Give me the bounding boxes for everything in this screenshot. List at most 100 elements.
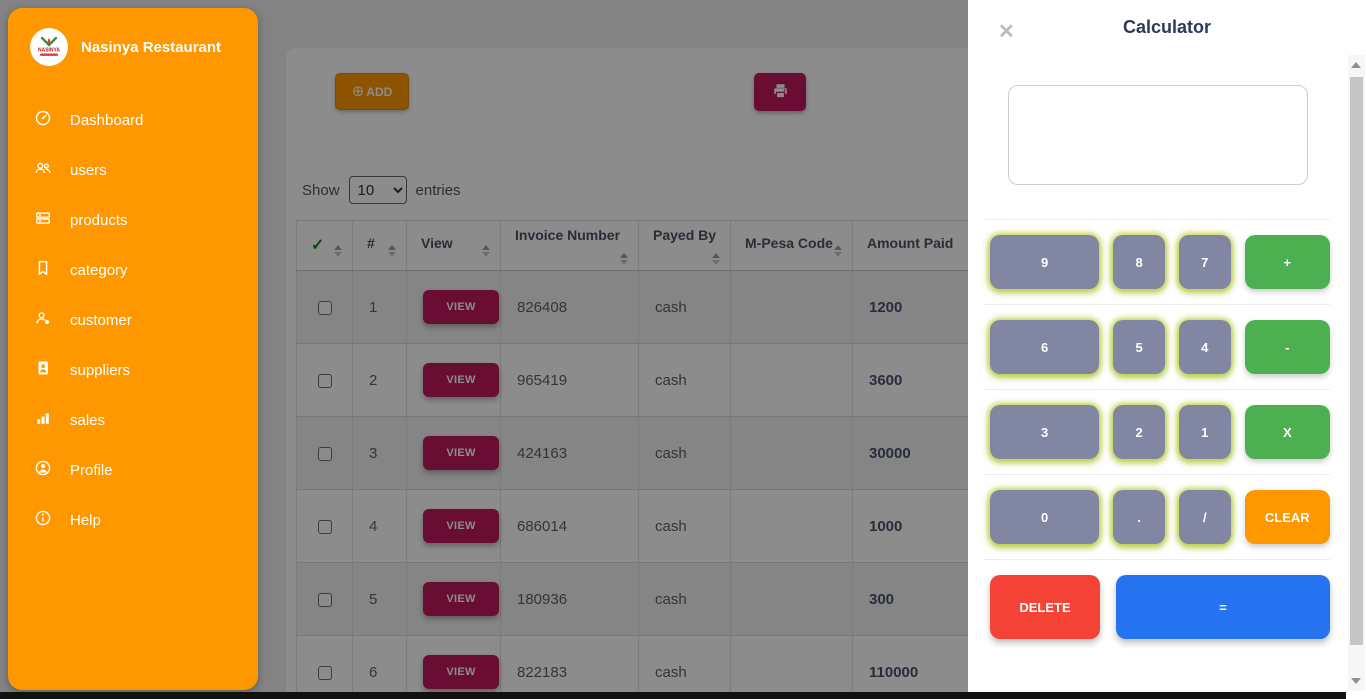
view-button[interactable]: VIEW xyxy=(423,436,499,470)
sort-icon xyxy=(834,244,842,257)
sort-icon xyxy=(620,252,628,265)
sidebar-item-dashboard[interactable]: Dashboard xyxy=(8,98,258,142)
calc-key-5[interactable]: 5 xyxy=(1113,320,1165,374)
bottom-bar xyxy=(0,692,1346,699)
calc-key-multiply[interactable]: X xyxy=(1244,405,1330,459)
row-number: 3 xyxy=(352,416,407,490)
column-invoice-number[interactable]: Invoice Number xyxy=(500,220,639,271)
sidebar-item-customer[interactable]: customer xyxy=(8,298,258,342)
row-checkbox[interactable] xyxy=(317,592,332,607)
sidebar: NASINYA Nasinya Restaurant Dashboard use… xyxy=(8,8,258,690)
sort-icon xyxy=(334,244,342,257)
view-button[interactable]: VIEW xyxy=(423,655,499,689)
invoice-number: 965419 xyxy=(500,343,639,417)
row-checkbox[interactable] xyxy=(317,300,332,315)
calc-key-1[interactable]: 1 xyxy=(1178,405,1231,459)
calc-key-7[interactable]: 7 xyxy=(1178,235,1231,289)
print-button[interactable] xyxy=(754,73,806,111)
dashboard-icon xyxy=(34,109,52,131)
row-number: 1 xyxy=(352,270,407,344)
invoice-number: 424163 xyxy=(500,416,639,490)
view-button[interactable]: VIEW xyxy=(423,363,499,397)
invoice-number: 180936 xyxy=(500,562,639,636)
sidebar-nav: Dashboard users products category custom… xyxy=(8,98,258,542)
calc-key-8[interactable]: 8 xyxy=(1113,235,1165,289)
check-icon: ✓ xyxy=(311,236,325,254)
calc-key-6[interactable]: 6 xyxy=(990,320,1100,374)
mpesa-code xyxy=(730,416,853,490)
sidebar-item-suppliers[interactable]: suppliers xyxy=(8,348,258,392)
view-button[interactable]: VIEW xyxy=(423,509,499,543)
sales-icon xyxy=(34,409,52,431)
view-button[interactable]: VIEW xyxy=(423,582,499,616)
suppliers-icon xyxy=(34,359,52,381)
printer-icon xyxy=(771,82,790,103)
scroll-up-icon[interactable] xyxy=(1351,62,1361,68)
invoice-number: 686014 xyxy=(500,489,639,563)
row-number: 2 xyxy=(352,343,407,417)
keypad-row: 3 2 1 X xyxy=(984,389,1330,474)
calc-key-divide[interactable]: / xyxy=(1178,490,1231,544)
profile-icon xyxy=(34,459,52,481)
payed-by: cash xyxy=(638,270,731,344)
calc-key-clear[interactable]: CLEAR xyxy=(1244,490,1330,544)
circled-plus-icon: ⊕ xyxy=(351,83,365,100)
keypad-row: 0 . / CLEAR xyxy=(984,474,1330,559)
category-icon xyxy=(34,259,52,281)
calc-key-0[interactable]: 0 xyxy=(990,490,1100,544)
calc-key-equals[interactable]: = xyxy=(1116,575,1330,639)
mpesa-code xyxy=(730,562,853,636)
calc-key-2[interactable]: 2 xyxy=(1113,405,1165,459)
mpesa-code xyxy=(730,343,853,417)
sidebar-item-profile[interactable]: Profile xyxy=(8,448,258,492)
calculator-title: Calculator xyxy=(1122,17,1212,37)
entries-select[interactable]: 10 xyxy=(348,176,407,204)
users-icon xyxy=(34,159,52,181)
column-payed-by[interactable]: Payed By xyxy=(638,220,731,271)
row-checkbox[interactable] xyxy=(317,373,332,388)
keypad-row: 9 8 7 + xyxy=(984,219,1330,304)
calc-key-decimal[interactable]: . xyxy=(1113,490,1165,544)
keypad-row: 6 5 4 - xyxy=(984,304,1330,389)
mpesa-code xyxy=(730,489,853,563)
calc-key-3[interactable]: 3 xyxy=(990,405,1100,459)
payed-by: cash xyxy=(638,635,731,699)
add-button[interactable]: ⊕ ADD xyxy=(335,73,409,110)
calc-key-9[interactable]: 9 xyxy=(990,235,1100,289)
column-select-all[interactable]: ✓ xyxy=(296,220,353,271)
close-icon[interactable]: ✕ xyxy=(998,21,1015,43)
scrollbar-thumb[interactable] xyxy=(1350,77,1363,645)
calculator-panel: ✕ Calculator 9 8 7 + 6 5 4 - 3 2 1 X 0 .… xyxy=(968,0,1366,699)
sort-icon xyxy=(482,244,490,257)
view-button[interactable]: VIEW xyxy=(423,290,499,324)
sort-icon xyxy=(388,244,396,257)
customer-icon xyxy=(34,309,52,331)
row-checkbox[interactable] xyxy=(317,446,332,461)
column-view[interactable]: View xyxy=(406,220,501,271)
scrollbar[interactable] xyxy=(1348,55,1365,691)
calc-key-delete[interactable]: DELETE xyxy=(990,575,1100,639)
mpesa-code xyxy=(730,635,853,699)
row-checkbox[interactable] xyxy=(317,665,332,680)
calc-key-plus[interactable]: + xyxy=(1244,235,1330,289)
sidebar-item-help[interactable]: Help xyxy=(8,498,258,542)
sort-icon xyxy=(712,252,720,265)
sidebar-item-products[interactable]: products xyxy=(8,198,258,242)
row-checkbox[interactable] xyxy=(317,519,332,534)
scroll-down-icon[interactable] xyxy=(1351,678,1361,684)
row-number: 4 xyxy=(352,489,407,563)
invoice-number: 826408 xyxy=(500,270,639,344)
payed-by: cash xyxy=(638,489,731,563)
calc-key-4[interactable]: 4 xyxy=(1178,320,1231,374)
calculator-display xyxy=(1008,85,1308,185)
brand-name: Nasinya Restaurant xyxy=(81,38,222,56)
calc-key-minus[interactable]: - xyxy=(1244,320,1330,374)
invoice-number: 822183 xyxy=(500,635,639,699)
entries-label: entries xyxy=(415,181,461,199)
column-mpesa-code[interactable]: M-Pesa Code xyxy=(730,220,853,271)
sidebar-item-category[interactable]: category xyxy=(8,248,258,292)
row-number: 6 xyxy=(352,635,407,699)
sidebar-item-sales[interactable]: sales xyxy=(8,398,258,442)
column-num[interactable]: # xyxy=(352,220,407,271)
sidebar-item-users[interactable]: users xyxy=(8,148,258,192)
